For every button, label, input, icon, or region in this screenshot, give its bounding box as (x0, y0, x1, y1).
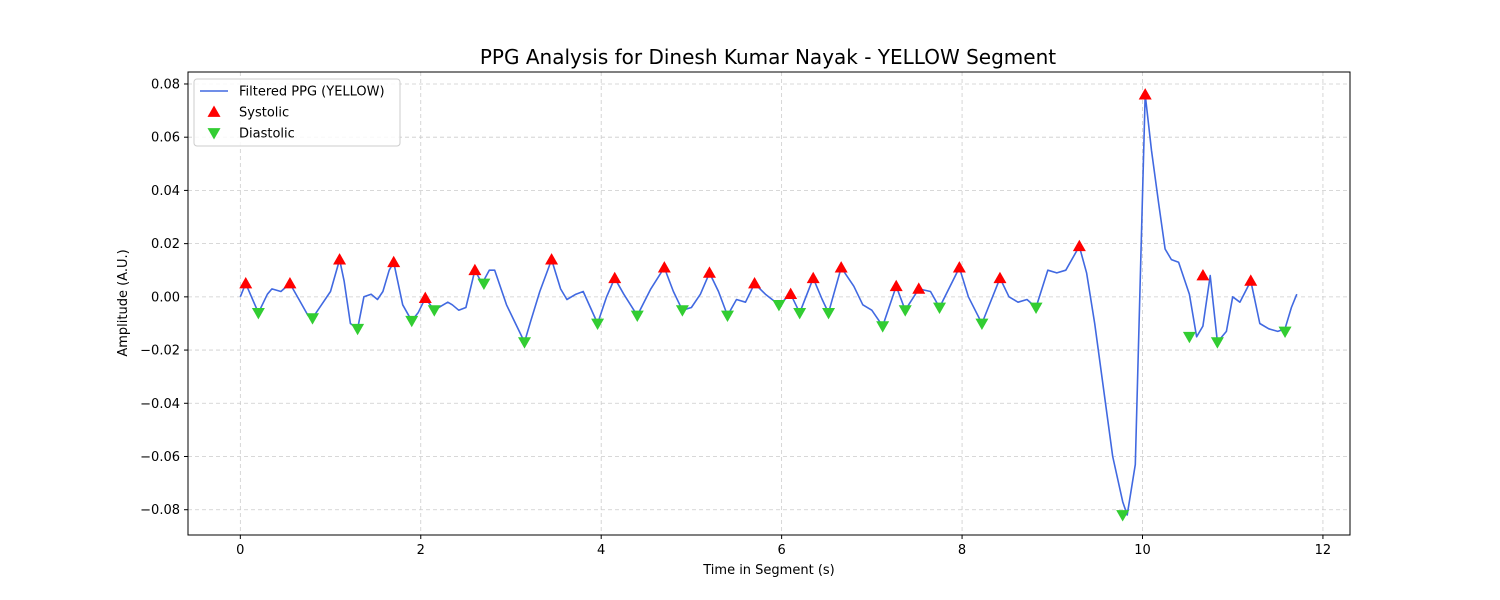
diastolic-marker (822, 307, 836, 320)
diastolic-marker (477, 278, 491, 291)
diastolic-marker (306, 313, 319, 325)
systolic-marker (1138, 88, 1152, 100)
y-tick-label: −0.06 (140, 450, 180, 465)
x-tick-label: 10 (1134, 543, 1151, 558)
diastolic-marker (898, 305, 912, 317)
x-tick-label: 0 (236, 543, 244, 558)
systolic-marker (545, 253, 559, 265)
systolic-marker (608, 271, 622, 284)
diastolic-marker (1182, 331, 1196, 344)
systolic-marker (387, 255, 401, 268)
x-tick-label: 2 (417, 543, 425, 558)
diastolic-marker (772, 299, 786, 312)
legend: Filtered PPG (YELLOW) Systolic Diastolic (193, 78, 401, 147)
y-tick-label: −0.04 (140, 397, 180, 412)
legend-diastolic-swatch (207, 128, 221, 140)
x-tick-label: 12 (1315, 543, 1332, 558)
plot-frame (187, 71, 1351, 536)
y-tick-label: 0.00 (151, 290, 180, 305)
diastolic-marker (518, 337, 532, 349)
systolic-marker (657, 261, 671, 273)
axes: 0 2 4 6 8 10 12 −0.08 −0.06 −0.04 −0.02 0.00 0.02 0.0… (140, 77, 1331, 558)
systolic-marker (1244, 274, 1258, 286)
diastolic-marker (630, 310, 644, 322)
y-tick-label: 0.04 (151, 184, 180, 199)
chart-title: PPG Analysis for Dinesh Kumar Nayak - YE… (480, 45, 1056, 69)
systolic-marker (1072, 239, 1086, 252)
y-axis-label: Amplitude (A.U.) (116, 249, 131, 356)
systolic-marker (702, 266, 716, 278)
diastolic-marker (1278, 326, 1292, 338)
diastolic-marker (427, 305, 441, 317)
diastolic-marker (351, 323, 365, 336)
systolic-marker (952, 261, 966, 273)
ppg-signal-line (239, 93, 1298, 516)
diastolic-marker (876, 321, 890, 333)
y-tick-label: −0.08 (140, 503, 180, 518)
systolic-marker (784, 287, 798, 300)
systolic-marker (912, 282, 926, 294)
diastolic-marker (1210, 337, 1224, 349)
legend-box (193, 78, 401, 147)
systolic-marker (1196, 269, 1210, 281)
diastolic-marker (721, 310, 734, 322)
diastolic-marker (793, 307, 807, 320)
systolic-marker (283, 277, 297, 289)
x-tick-label: 6 (777, 543, 785, 558)
systolic-marker (333, 253, 347, 265)
plot-area (239, 88, 1298, 522)
y-tick-label: 0.02 (151, 237, 180, 252)
diastolic-marker (1029, 302, 1043, 314)
diastolic-marker (591, 318, 605, 330)
diastolic-marker (1116, 510, 1130, 522)
systolic-marker (806, 271, 820, 284)
y-tick-label: 0.08 (151, 77, 180, 92)
systolic-marker (889, 279, 903, 292)
y-tick-label: 0.06 (151, 131, 180, 146)
diastolic-marker (975, 318, 989, 330)
legend-label: Diastolic (239, 127, 295, 142)
x-tick-label: 8 (958, 543, 966, 558)
y-tick-label: −0.02 (140, 344, 180, 359)
systolic-marker (748, 277, 762, 289)
systolic-marker (239, 277, 253, 289)
systolic-marker (834, 261, 848, 273)
diastolic-marker (251, 307, 265, 320)
diastolic-marker (405, 315, 419, 328)
systolic-marker (418, 291, 432, 304)
diastolic-marker (933, 302, 947, 314)
x-axis-label: Time in Segment (s) (702, 563, 834, 578)
systolic-marker (993, 271, 1007, 284)
legend-systolic-swatch (207, 105, 221, 117)
legend-label: Systolic (239, 106, 289, 121)
x-tick-label: 4 (597, 543, 605, 558)
diastolic-marker (675, 305, 689, 317)
systolic-marker (468, 263, 482, 276)
legend-label: Filtered PPG (YELLOW) (239, 85, 385, 100)
